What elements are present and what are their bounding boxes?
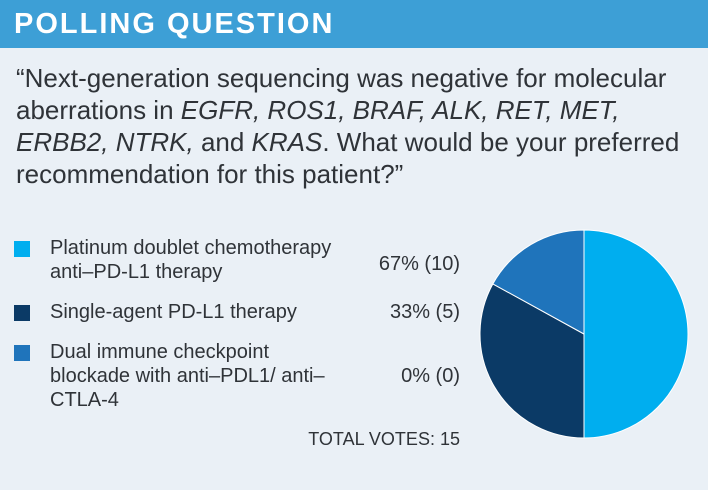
pie-slice — [479, 283, 585, 439]
legend-value: 67% (10) — [378, 253, 460, 275]
legend-swatch — [14, 241, 30, 257]
question-gene-list: EGFR, ROS1, BRAF, ALK, RET, MET, ERBB2, … — [16, 95, 620, 157]
pie-chart — [479, 229, 689, 439]
question-text: “Next-generation sequencing was negative… — [16, 62, 696, 190]
legend-label: Dual immune checkpoint blockade with ant… — [50, 341, 325, 411]
total-votes-value: 15 — [439, 429, 460, 449]
legend-value: 33% (5) — [389, 301, 460, 323]
legend-swatch — [14, 305, 30, 321]
legend-label: Platinum doublet chemotherapy anti–PD-L1… — [50, 237, 332, 283]
question-segment: and — [193, 127, 252, 157]
total-votes-label: TOTAL VOTES: — [308, 429, 435, 449]
page-title: POLLING QUESTION — [14, 8, 335, 40]
pie-slice — [492, 229, 585, 335]
question-gene-kras: KRAS — [251, 127, 323, 157]
legend-value: 0% (0) — [401, 365, 460, 387]
legend-swatch — [14, 345, 30, 361]
question-segment: “Next-generation sequencing was negative… — [16, 63, 667, 125]
pie-slice — [583, 229, 689, 439]
legend-label: Single-agent PD-L1 therapy — [50, 301, 297, 323]
total-votes: TOTAL VOTES: 15 — [220, 428, 460, 450]
question-segment: . What would be your preferred recommend… — [16, 127, 680, 189]
header-bar: POLLING QUESTION — [0, 0, 708, 48]
